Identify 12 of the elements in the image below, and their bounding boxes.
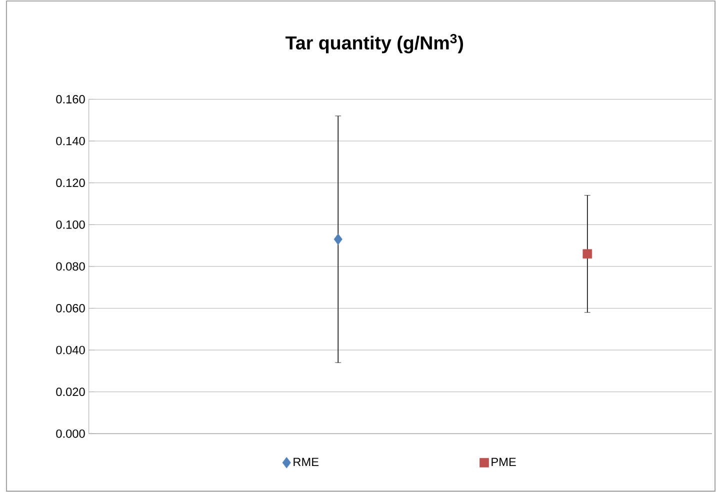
y-tick-label: 0.020 bbox=[56, 388, 85, 396]
y-tick-label: 0.080 bbox=[56, 262, 85, 271]
y-tick-label: 0.040 bbox=[56, 346, 85, 354]
chart-title: Tar quantity (g/Nm$^{3}$) bbox=[286, 34, 463, 54]
legend-label: PME bbox=[492, 458, 516, 466]
y-tick-label: 0.160 bbox=[56, 94, 85, 104]
y-tick-label: 0.140 bbox=[56, 136, 85, 146]
y-tick-label: 0.060 bbox=[56, 304, 85, 312]
y-tick-label: 0.000 bbox=[56, 429, 85, 438]
legend-label: RME bbox=[294, 458, 319, 466]
y-tick-label: 0.120 bbox=[56, 178, 85, 187]
y-tick-label: 0.100 bbox=[56, 220, 85, 229]
